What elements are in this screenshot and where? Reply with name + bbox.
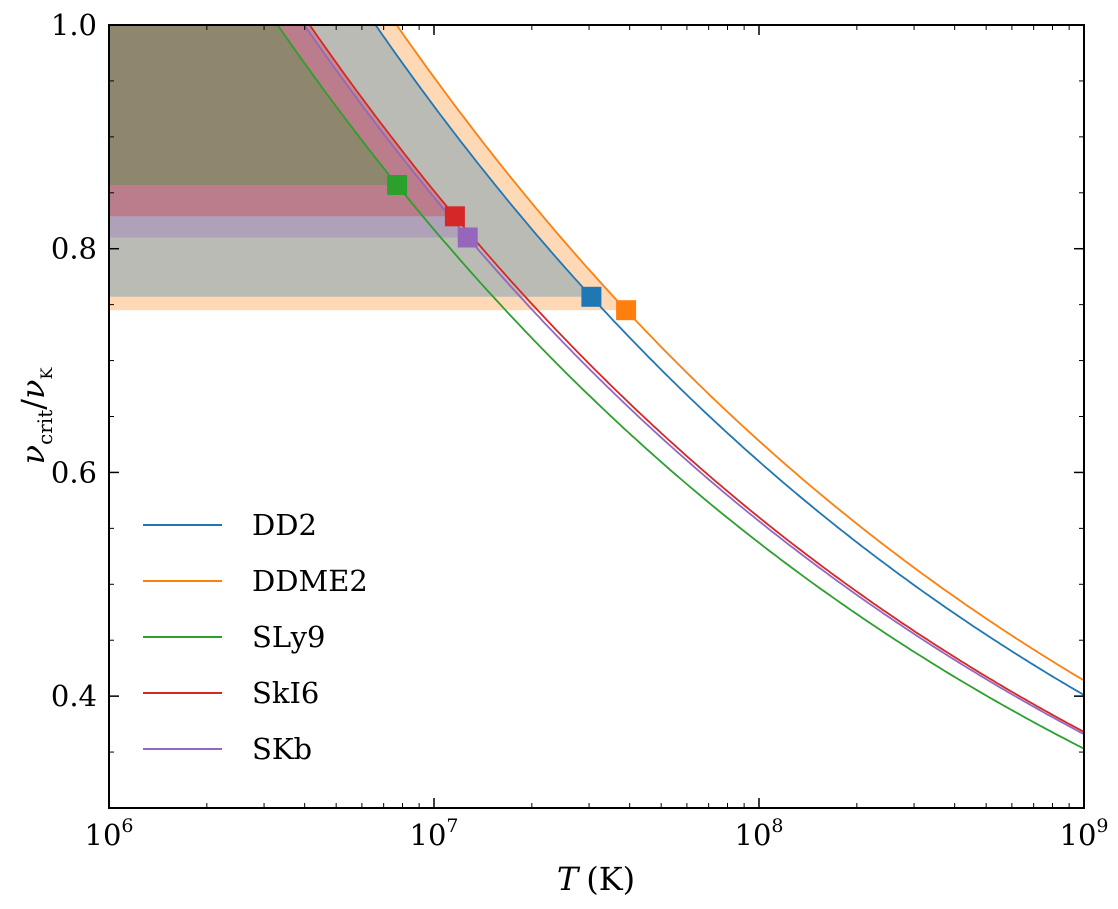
legend: DD2 DDME2 SLy9 SkI6 SKb [143, 508, 368, 766]
marker-dd2 [581, 286, 602, 307]
x-tick-label: 109 [1060, 815, 1109, 852]
series-line-dd2 [374, 25, 1084, 696]
series-markers [387, 175, 637, 321]
y-axis-symbol2: ν [14, 380, 52, 399]
marker-ddme2 [616, 300, 637, 321]
x-axis-unit: (K) [586, 860, 635, 898]
svg-text:νcrit/νK: νcrit/νK [14, 367, 57, 465]
y-tick-label: 0.6 [51, 455, 97, 489]
marker-ski6 [444, 206, 465, 227]
y-tick-label: 0.8 [51, 232, 97, 266]
axis-ticks: 106 107 108 109 0.4 0.6 0.8 1.0 [51, 8, 1109, 852]
shaded-region-sly9 [109, 25, 398, 185]
marker-skb [457, 227, 478, 248]
shaded-region-ddme2 [109, 25, 627, 311]
series-line-skb [303, 25, 1084, 735]
x-axis-symbol: T [557, 860, 581, 898]
series-line-ski6 [308, 25, 1084, 733]
legend-label-ski6: SkI6 [252, 676, 319, 710]
legend-label-ddme2: DDME2 [252, 564, 368, 598]
legend-label-sly9: SLy9 [252, 620, 325, 654]
y-axis-symbol: ν [14, 445, 52, 464]
y-axis-sub2: K [37, 367, 56, 380]
y-axis-sub1: crit [33, 410, 57, 445]
series-line-ddme2 [395, 25, 1084, 682]
legend-label-dd2: DD2 [252, 508, 317, 542]
shaded-region-ski6 [109, 25, 455, 217]
y-tick-label: 0.4 [51, 679, 97, 713]
shaded-region-skb [109, 25, 468, 238]
x-tick-label: 107 [410, 815, 459, 852]
x-tick-label: 108 [735, 815, 784, 852]
y-axis-label: νcrit/νK [14, 367, 57, 465]
y-axis-slash: / [14, 399, 52, 410]
x-tick-label: 106 [85, 815, 134, 852]
y-tick-label: 1.0 [51, 8, 97, 42]
marker-sly9 [387, 175, 408, 195]
x-axis-label: T (K) [557, 860, 635, 898]
legend-label-skb: SKb [252, 732, 312, 766]
